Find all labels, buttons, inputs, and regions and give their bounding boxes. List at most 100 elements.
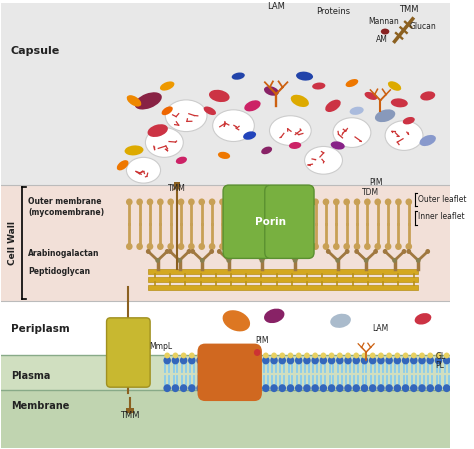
Bar bbox=[127, 408, 134, 413]
Circle shape bbox=[209, 198, 215, 205]
Ellipse shape bbox=[264, 308, 284, 323]
Ellipse shape bbox=[381, 29, 389, 35]
Circle shape bbox=[254, 384, 261, 392]
Circle shape bbox=[213, 357, 220, 365]
Circle shape bbox=[165, 249, 170, 254]
Text: Peptidoglycan: Peptidoglycan bbox=[28, 267, 90, 276]
Circle shape bbox=[401, 249, 406, 254]
Circle shape bbox=[374, 243, 381, 250]
Circle shape bbox=[250, 198, 257, 205]
Circle shape bbox=[281, 198, 288, 205]
Ellipse shape bbox=[331, 141, 345, 150]
Circle shape bbox=[406, 249, 411, 254]
Circle shape bbox=[236, 249, 241, 254]
Ellipse shape bbox=[243, 131, 256, 140]
Circle shape bbox=[354, 352, 359, 358]
Circle shape bbox=[246, 384, 253, 392]
Circle shape bbox=[443, 384, 450, 392]
Ellipse shape bbox=[261, 146, 272, 154]
Text: PL: PL bbox=[435, 361, 444, 370]
Ellipse shape bbox=[419, 135, 436, 146]
Circle shape bbox=[303, 384, 311, 392]
Circle shape bbox=[177, 258, 182, 263]
Circle shape bbox=[209, 243, 215, 250]
Circle shape bbox=[361, 384, 368, 392]
Ellipse shape bbox=[209, 90, 229, 102]
Ellipse shape bbox=[117, 160, 128, 171]
Circle shape bbox=[405, 198, 412, 205]
Ellipse shape bbox=[333, 118, 371, 147]
Circle shape bbox=[255, 352, 260, 358]
FancyBboxPatch shape bbox=[198, 343, 262, 401]
Circle shape bbox=[219, 198, 226, 205]
Circle shape bbox=[240, 243, 246, 250]
Circle shape bbox=[395, 198, 402, 205]
Circle shape bbox=[333, 198, 340, 205]
Ellipse shape bbox=[264, 86, 279, 96]
Circle shape bbox=[172, 357, 179, 365]
Circle shape bbox=[213, 384, 220, 392]
Circle shape bbox=[230, 352, 236, 358]
Circle shape bbox=[364, 258, 368, 263]
Text: Outer leaflet: Outer leaflet bbox=[418, 195, 467, 204]
Circle shape bbox=[261, 198, 267, 205]
Circle shape bbox=[428, 352, 433, 358]
Text: TMM: TMM bbox=[168, 184, 186, 193]
Circle shape bbox=[222, 352, 228, 358]
Circle shape bbox=[280, 352, 285, 358]
Circle shape bbox=[312, 198, 319, 205]
Ellipse shape bbox=[127, 157, 161, 183]
Circle shape bbox=[164, 357, 171, 365]
Circle shape bbox=[210, 249, 214, 254]
Circle shape bbox=[246, 352, 252, 358]
Ellipse shape bbox=[213, 110, 255, 141]
Circle shape bbox=[377, 384, 385, 392]
Bar bbox=[1, 390, 450, 448]
Circle shape bbox=[227, 258, 231, 263]
Circle shape bbox=[435, 384, 442, 392]
Circle shape bbox=[188, 357, 196, 365]
Circle shape bbox=[167, 198, 174, 205]
Circle shape bbox=[270, 357, 278, 365]
Circle shape bbox=[168, 249, 173, 254]
Circle shape bbox=[164, 352, 170, 358]
Circle shape bbox=[319, 384, 327, 392]
Circle shape bbox=[262, 357, 270, 365]
Circle shape bbox=[238, 352, 244, 358]
Ellipse shape bbox=[291, 95, 309, 107]
Text: Glucan: Glucan bbox=[410, 22, 437, 31]
Circle shape bbox=[377, 357, 385, 365]
Circle shape bbox=[240, 198, 246, 205]
Ellipse shape bbox=[127, 95, 141, 106]
Circle shape bbox=[279, 357, 286, 365]
Circle shape bbox=[214, 352, 219, 358]
Circle shape bbox=[353, 357, 360, 365]
Ellipse shape bbox=[420, 91, 435, 101]
Ellipse shape bbox=[232, 72, 245, 80]
Circle shape bbox=[221, 384, 228, 392]
Ellipse shape bbox=[160, 81, 174, 91]
Ellipse shape bbox=[165, 100, 207, 132]
Ellipse shape bbox=[176, 157, 187, 164]
Bar bbox=[148, 269, 418, 274]
Circle shape bbox=[126, 198, 133, 205]
Circle shape bbox=[295, 384, 302, 392]
Ellipse shape bbox=[415, 313, 431, 325]
Circle shape bbox=[269, 249, 274, 254]
Circle shape bbox=[237, 384, 245, 392]
Circle shape bbox=[416, 258, 420, 263]
Circle shape bbox=[336, 384, 344, 392]
Ellipse shape bbox=[385, 121, 423, 150]
Circle shape bbox=[410, 384, 418, 392]
Circle shape bbox=[199, 243, 205, 250]
Circle shape bbox=[279, 384, 286, 392]
Circle shape bbox=[204, 384, 212, 392]
Circle shape bbox=[164, 384, 171, 392]
Circle shape bbox=[333, 243, 340, 250]
Ellipse shape bbox=[365, 92, 377, 100]
Circle shape bbox=[444, 352, 449, 358]
Circle shape bbox=[302, 249, 307, 254]
Circle shape bbox=[180, 357, 187, 365]
Text: PIM: PIM bbox=[369, 178, 383, 187]
Text: Inner leaflet: Inner leaflet bbox=[418, 212, 465, 221]
